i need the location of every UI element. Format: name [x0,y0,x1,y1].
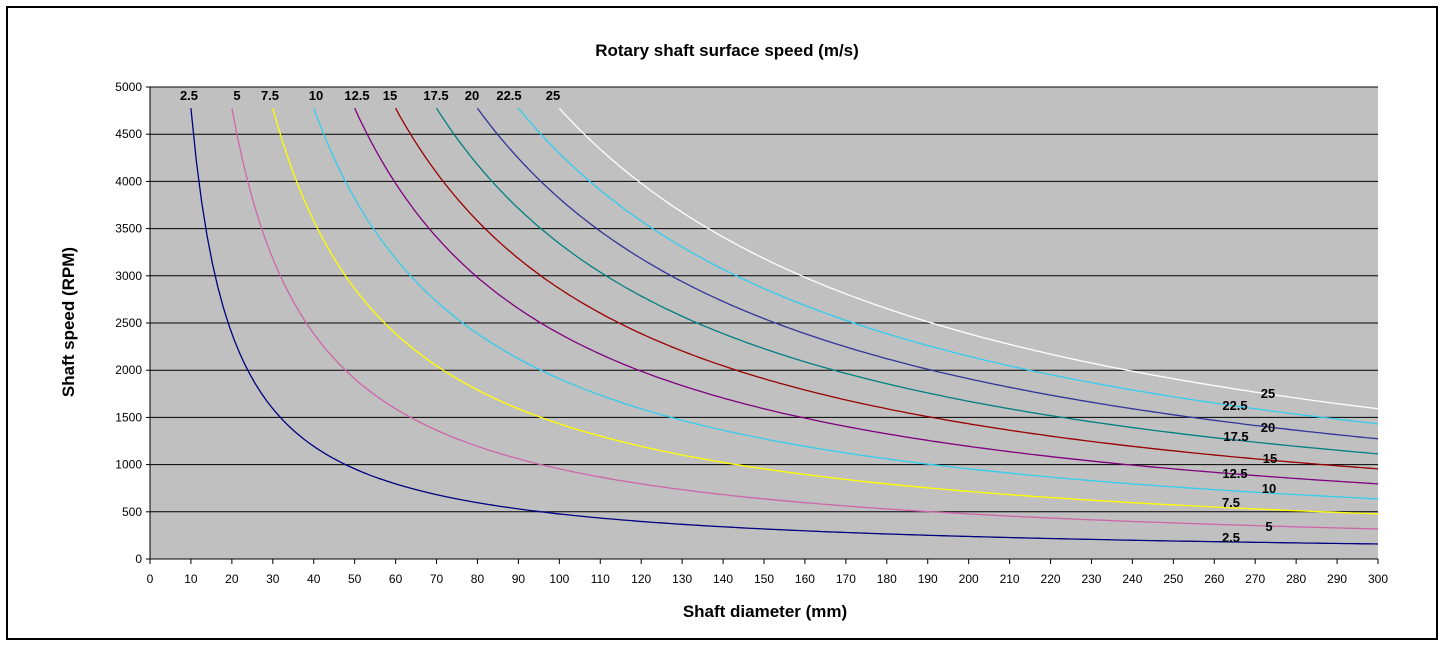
curve-label-top-2.5: 2.5 [180,88,198,103]
y-tick-label: 2000 [115,363,142,377]
series-line-10 [313,107,1379,500]
curve-label-top-17.5: 17.5 [423,88,448,103]
y-tick-label: 4000 [115,174,142,188]
x-tick-label: 220 [1041,572,1061,586]
x-tick-label: 210 [1000,572,1020,586]
x-tick-label: 180 [877,572,897,586]
y-tick-label: 500 [122,505,142,519]
y-tick-label: 3000 [115,269,142,283]
x-tick-label: 240 [1122,572,1142,586]
x-tick-label: 100 [549,572,569,586]
series-line-20 [476,107,1379,440]
chart-title: Rotary shaft surface speed (m/s) [595,41,859,60]
curve-label-right-2.5: 2.5 [1222,530,1240,545]
x-tick-label: 300 [1368,572,1388,586]
x-tick-label: 80 [471,572,485,586]
x-tick-label: 10 [184,572,198,586]
curve-label-top-10: 10 [309,88,323,103]
curve-label-right-20: 20 [1261,420,1275,435]
curve-label-top-5: 5 [233,88,240,103]
x-tick-label: 70 [430,572,444,586]
curve-label-right-10: 10 [1262,481,1276,496]
x-tick-label: 170 [836,572,856,586]
series-line-25 [558,107,1379,410]
series-line-15 [395,107,1379,470]
series-line-5 [231,108,1379,530]
curve-label-top-20: 20 [465,88,479,103]
x-tick-label: 140 [713,572,733,586]
curve-label-top-22.5: 22.5 [496,88,521,103]
y-axis-title: Shaft speed (RPM) [59,247,78,397]
series-line-17.5 [435,107,1379,455]
x-tick-label: 290 [1327,572,1347,586]
y-tick-label: 1500 [115,410,142,424]
x-tick-label: 230 [1081,572,1101,586]
x-tick-label: 150 [754,572,774,586]
y-tick-label: 2500 [115,316,142,330]
series-line-7.5 [272,108,1379,515]
x-tick-label: 60 [389,572,403,586]
x-tick-label: 120 [631,572,651,586]
y-tick-label: 0 [135,552,142,566]
curve-label-top-12.5: 12.5 [344,88,369,103]
x-tick-label: 270 [1245,572,1265,586]
x-tick-label: 90 [512,572,526,586]
curve-label-right-5: 5 [1265,519,1272,534]
curve-label-right-15: 15 [1263,451,1277,466]
curve-label-right-12.5: 12.5 [1222,466,1247,481]
curve-label-top-7.5: 7.5 [261,88,279,103]
y-tick-label: 1000 [115,458,142,472]
curve-label-right-7.5: 7.5 [1222,495,1240,510]
x-tick-label: 40 [307,572,321,586]
x-axis-title: Shaft diameter (mm) [683,602,847,621]
x-tick-label: 0 [147,572,154,586]
y-tick-label: 4500 [115,127,142,141]
curve-label-right-17.5: 17.5 [1223,429,1248,444]
x-tick-label: 250 [1163,572,1183,586]
series-line-12.5 [354,107,1379,485]
curve-label-top-25: 25 [546,88,560,103]
curve-label-right-25: 25 [1261,386,1275,401]
x-tick-label: 260 [1204,572,1224,586]
x-tick-label: 130 [672,572,692,586]
x-tick-label: 30 [266,572,280,586]
y-tick-label: 5000 [115,80,142,94]
series-line-2.5 [190,108,1379,545]
x-tick-label: 280 [1286,572,1306,586]
y-tick-label: 3500 [115,222,142,236]
series-line-22.5 [517,107,1379,425]
x-tick-label: 190 [918,572,938,586]
plot-area: 0500100015002000250030003500400045005000… [115,80,1388,586]
curve-label-top-15: 15 [383,88,397,103]
x-tick-label: 110 [591,572,610,586]
x-tick-label: 160 [795,572,815,586]
x-tick-label: 20 [225,572,239,586]
curve-label-right-22.5: 22.5 [1222,398,1247,413]
x-tick-label: 200 [959,572,979,586]
x-tick-label: 50 [348,572,362,586]
